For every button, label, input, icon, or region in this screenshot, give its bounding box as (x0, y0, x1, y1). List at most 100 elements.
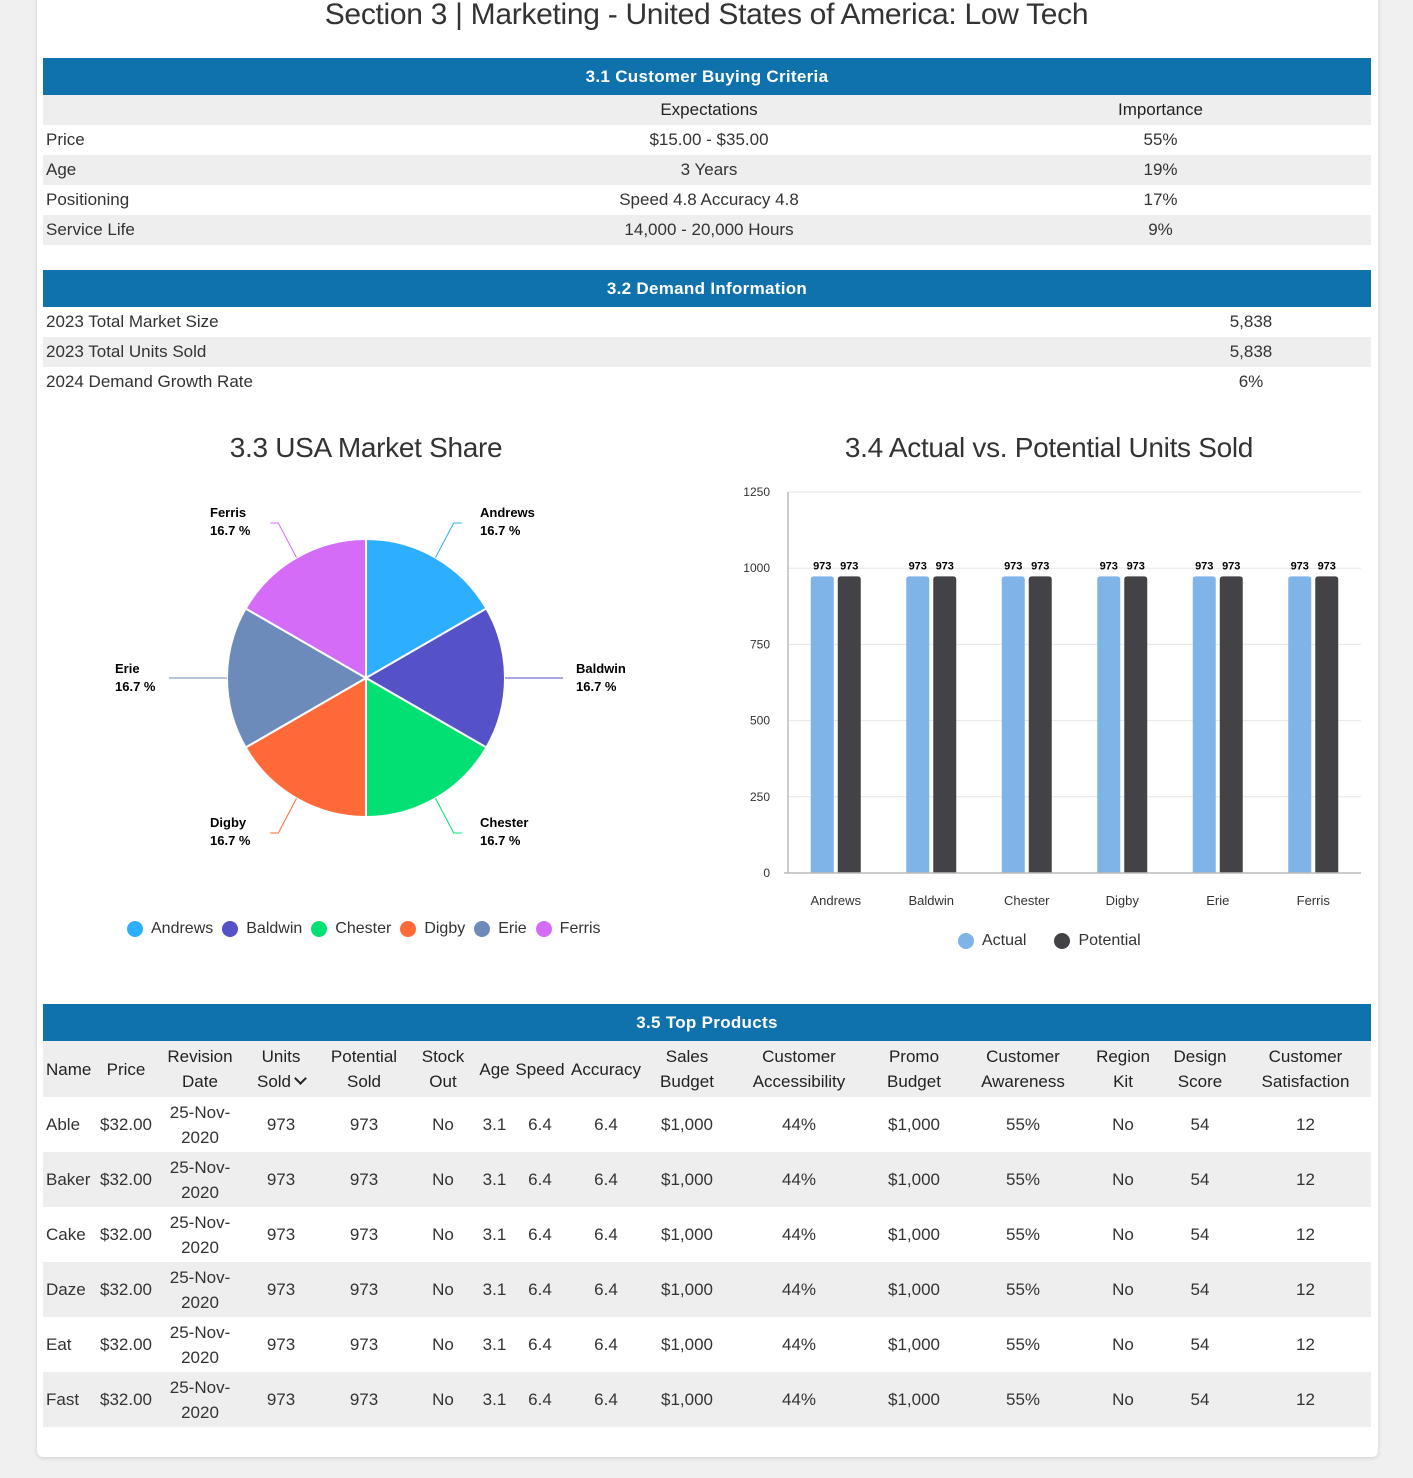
customer-buying-criteria-section: 3.1 Customer Buying Criteria Expectation… (43, 58, 1371, 245)
bar-legend: Actual Potential (958, 932, 1169, 950)
column-header-label: Sales (665, 1047, 709, 1066)
pie-slice-andrews[interactable] (365, 538, 488, 679)
cell-line: 2020 (181, 1292, 219, 1312)
bar-actual-andrews[interactable] (810, 576, 834, 873)
table-row: Service Life 14,000 - 20,000 Hours 9% (43, 215, 1371, 245)
legend-item-erie[interactable]: Erie (474, 920, 527, 938)
cell-price: $32.00 (100, 1225, 152, 1244)
cell-name: Eat (46, 1335, 72, 1354)
chevron-down-icon[interactable] (294, 1072, 307, 1085)
cell-customer-accessibility: 44% (730, 1372, 868, 1427)
legend-item-andrews[interactable]: Andrews (127, 920, 213, 938)
column-header-label: Units (261, 1047, 301, 1066)
bar-data-label: 973 (1127, 560, 1145, 572)
column-header-speed: Speed (512, 1041, 568, 1097)
units-sold-bar-chart: 0 250 500 750 1000 1250 973 973 Andrews 973 973 Bal… (743, 485, 1361, 908)
pie-label-value: 16.7 % (480, 523, 521, 538)
legend-label: Erie (498, 920, 527, 937)
column-header-label: Design (1173, 1047, 1227, 1066)
column-header-sales-budget: Sales Budget (644, 1041, 730, 1097)
cell-age: 3.1 (477, 1262, 512, 1317)
cell-stock-out: No (432, 1335, 454, 1354)
table-row: Baker $32.00 25-Nov- 2020 973 973 No 3.1 6.4 6.4 $… (43, 1152, 1371, 1207)
legend-label: Chester (335, 920, 392, 937)
cell-price: $32.00 (100, 1335, 152, 1354)
legend-dot-icon (535, 921, 552, 937)
bar-potential-erie[interactable] (1219, 576, 1243, 873)
cell-customer-accessibility: 44% (730, 1152, 868, 1207)
cell-stock-out: No (432, 1115, 454, 1134)
bar-potential-chester[interactable] (1028, 576, 1052, 873)
demand-label: 2023 Total Market Size (46, 312, 219, 331)
cell-accuracy: 6.4 (568, 1262, 644, 1317)
bar-actual-digby[interactable] (1097, 576, 1121, 873)
column-header-label: Accuracy (571, 1059, 641, 1079)
column-header-accuracy: Accuracy (568, 1041, 644, 1097)
table-row: Cake $32.00 25-Nov- 2020 973 973 No 3.1 6.4 6.4 $1… (43, 1207, 1371, 1262)
pie-slice-erie[interactable] (226, 607, 367, 749)
pie-slice-digby[interactable] (244, 677, 367, 818)
legend-item-actual[interactable]: Actual (958, 932, 1026, 950)
legend-item-chester[interactable]: Chester (311, 920, 391, 938)
cell-customer-accessibility: 44% (781, 1335, 817, 1354)
cell-units-sold: 973 (266, 1115, 296, 1134)
column-header-customer-awareness: Customer Awareness (960, 1041, 1086, 1097)
legend-dot-icon (311, 921, 328, 937)
bar-data-label: 973 (1100, 560, 1118, 572)
cell-revision-date: 25-Nov- 2020 (157, 1372, 243, 1427)
column-header-potential-sold: Potential Sold (319, 1041, 409, 1097)
bar-actual-ferris[interactable] (1288, 576, 1312, 873)
bar-potential-baldwin[interactable] (933, 576, 957, 873)
column-header: Expectations (468, 95, 950, 125)
legend-item-digby[interactable]: Digby (400, 920, 465, 938)
bar-potential-andrews[interactable] (837, 576, 861, 873)
pie-label-value: 16.7 % (210, 833, 251, 848)
cell-price: $32.00 (100, 1115, 152, 1134)
x-tick-label: Erie (1206, 893, 1229, 908)
legend-dot-icon (958, 933, 974, 949)
table-row: Daze $32.00 25-Nov- 2020 973 973 No 3.1 6.4 6.4 $1… (43, 1262, 1371, 1317)
column-header-label: Customer (986, 1047, 1060, 1066)
legend-item-ferris[interactable]: Ferris (535, 920, 601, 938)
pie-slice-baldwin[interactable] (365, 607, 506, 749)
column-header-label: Customer (1268, 1047, 1343, 1066)
cell-sales-budget: $1,000 (661, 1225, 713, 1244)
column-header-design-score: Design Score (1160, 1041, 1240, 1097)
bar-data-label: 973 (936, 560, 954, 572)
criteria-importance: 55% (1143, 130, 1178, 149)
cell-accuracy: 6.4 (594, 1335, 618, 1354)
cell-stock-out: No (409, 1262, 477, 1317)
column-header-label: Out (429, 1072, 457, 1091)
cell-potential-sold: 973 (319, 1152, 409, 1207)
bar-potential-ferris[interactable] (1315, 576, 1339, 873)
pie-slice-ferris[interactable] (244, 538, 367, 679)
y-tick-label: 1250 (743, 485, 770, 499)
column-header-customer-accessibility: Customer Accessibility (730, 1041, 868, 1097)
bar-potential-digby[interactable] (1124, 576, 1148, 873)
demand-information-section: 3.2 Demand Information 2023 Total Market… (43, 270, 1371, 397)
pie-label-name: Erie (115, 661, 140, 676)
bar-actual-erie[interactable] (1192, 576, 1216, 873)
column-header-label: Revision (167, 1047, 233, 1066)
cell-customer-satisfaction: 12 (1240, 1372, 1371, 1427)
cell-speed: 6.4 (528, 1335, 552, 1354)
legend-item-baldwin[interactable]: Baldwin (222, 920, 302, 938)
table-row: Fast $32.00 25-Nov- 2020 973 973 No 3.1 6.4 6.4 $1… (43, 1372, 1371, 1427)
column-header: Importance (950, 95, 1371, 125)
cell-region-kit: No (1086, 1372, 1160, 1427)
legend-dot-icon (474, 921, 491, 937)
criteria-label: Service Life (43, 215, 468, 245)
cell-revision-date: 25-Nov- 2020 (157, 1262, 243, 1317)
cell-potential-sold: 973 (349, 1225, 379, 1244)
bar-actual-baldwin[interactable] (906, 576, 930, 873)
column-header-label: Customer (762, 1047, 836, 1066)
cell-potential-sold: 973 (349, 1115, 379, 1134)
column-header-label: Sold (346, 1072, 382, 1091)
x-tick-label: Baldwin (908, 893, 954, 908)
pie-slice-chester[interactable] (365, 677, 488, 818)
column-header-units-sold[interactable]: Units Sold (243, 1041, 319, 1097)
legend-item-potential[interactable]: Potential (1054, 932, 1141, 950)
cell-sales-budget: $1,000 (644, 1152, 730, 1207)
bar-actual-chester[interactable] (1001, 576, 1025, 873)
cell-customer-satisfaction: 12 (1296, 1225, 1315, 1244)
